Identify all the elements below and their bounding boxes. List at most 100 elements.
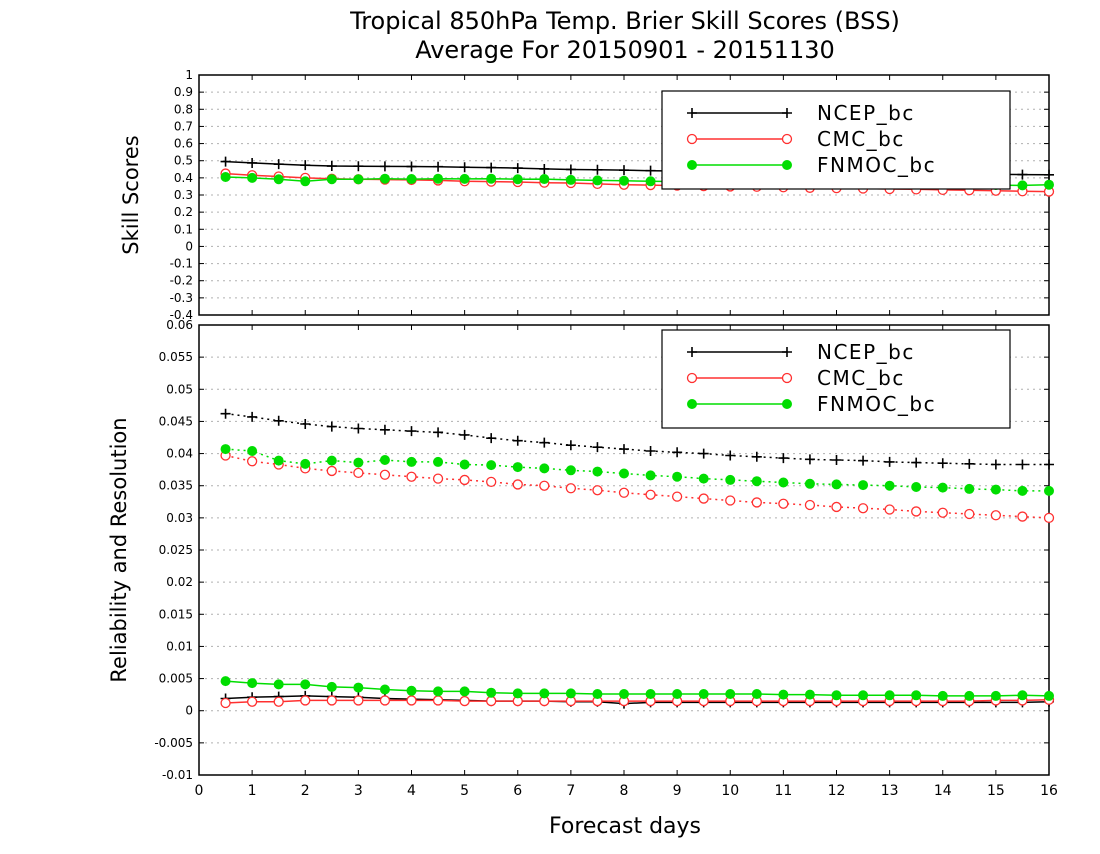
skill-data-point bbox=[220, 156, 231, 167]
skill-legend-marker bbox=[782, 108, 792, 118]
relres-data-point bbox=[539, 463, 550, 474]
relres-data-point bbox=[911, 482, 922, 492]
relres-data-point bbox=[698, 689, 709, 699]
relres-data-point bbox=[459, 429, 470, 440]
relres-series-CMC_bc-solid bbox=[220, 694, 1055, 709]
relres-data-point bbox=[379, 424, 390, 435]
relres-data-point bbox=[858, 690, 869, 701]
skill-data-point bbox=[459, 162, 470, 173]
skill-y-tick-label: 0.4 bbox=[174, 171, 193, 185]
relres-data-point bbox=[512, 479, 523, 490]
relres-data-point bbox=[459, 695, 470, 707]
relres-data-point bbox=[1044, 690, 1054, 701]
relres-data-point bbox=[273, 415, 284, 426]
skill-data-point bbox=[512, 174, 523, 185]
relres-legend-label: CMC_bc bbox=[817, 366, 905, 390]
relres-data-point bbox=[379, 469, 391, 480]
relres-legend-marker bbox=[687, 399, 697, 409]
relres-data-point bbox=[778, 689, 789, 700]
relres-legend-marker bbox=[781, 372, 793, 384]
skill-y-tick-label: 0.7 bbox=[174, 119, 193, 133]
relres-data-point bbox=[353, 682, 364, 693]
relres-data-point bbox=[1017, 459, 1028, 470]
relres-data-point bbox=[432, 695, 444, 706]
relres-data-point bbox=[990, 459, 1001, 470]
skill-data-point bbox=[406, 161, 417, 172]
relres-data-point bbox=[990, 510, 1002, 521]
relres-data-point bbox=[592, 485, 603, 496]
skill-data-point bbox=[247, 157, 258, 168]
relres-data-point bbox=[247, 446, 258, 456]
relres-data-point bbox=[512, 688, 523, 699]
skill-data-point bbox=[486, 162, 497, 173]
relres-data-point bbox=[645, 489, 656, 500]
relres-data-point bbox=[406, 471, 417, 482]
relres-data-point bbox=[300, 458, 311, 469]
relres-data-point bbox=[300, 695, 311, 706]
chart-subtitle: Average For 20150901 - 20151130 bbox=[415, 36, 835, 64]
skill-data-point bbox=[539, 163, 550, 174]
relres-y-tick-label: -0.01 bbox=[162, 768, 193, 782]
relres-data-point bbox=[964, 458, 975, 469]
relres-data-point bbox=[486, 460, 497, 471]
relres-data-point bbox=[990, 484, 1001, 495]
relres-data-point bbox=[831, 455, 842, 465]
relres-data-point bbox=[884, 690, 895, 701]
relres-frame bbox=[198, 324, 1050, 776]
skill-data-point bbox=[592, 175, 603, 186]
relres-legend-marker bbox=[686, 372, 698, 384]
relres-data-point bbox=[1017, 511, 1028, 522]
x-tick-label: 1 bbox=[248, 783, 257, 799]
relres-data-point bbox=[937, 458, 948, 469]
relres-data-point bbox=[300, 419, 311, 429]
relres-data-point bbox=[778, 498, 789, 509]
relres-data-point bbox=[804, 689, 815, 700]
skill-y-axis-label: Skill Scores bbox=[119, 135, 143, 254]
relres-data-point bbox=[565, 688, 576, 699]
relres-data-point bbox=[432, 473, 444, 484]
relres-data-point bbox=[725, 450, 736, 461]
relres-data-point bbox=[220, 408, 231, 419]
relres-data-point bbox=[220, 676, 231, 687]
relres-y-tick-label: 0.045 bbox=[159, 414, 193, 428]
skill-data-point bbox=[1017, 180, 1028, 191]
relres-data-point bbox=[858, 480, 869, 491]
relres-data-point bbox=[804, 478, 815, 489]
relres-y-tick-label: 0.055 bbox=[159, 350, 193, 364]
relres-data-point bbox=[273, 679, 284, 690]
skill-y-tick-label: 0.8 bbox=[174, 102, 193, 116]
x-tick-label: 12 bbox=[828, 783, 846, 799]
skill-data-point bbox=[406, 174, 417, 185]
relres-data-point bbox=[486, 687, 497, 698]
relres-data-point bbox=[565, 440, 576, 451]
skill-legend-marker bbox=[781, 133, 793, 145]
relres-y-tick-label: 0.035 bbox=[159, 479, 193, 493]
relres-data-point bbox=[1043, 512, 1055, 524]
relres-data-point bbox=[406, 456, 417, 467]
skill-data-point bbox=[353, 161, 364, 172]
x-tick-label: 8 bbox=[620, 783, 629, 799]
relres-data-point bbox=[326, 681, 337, 692]
skill-y-tick-label: 0.3 bbox=[174, 188, 193, 202]
skill-data-point bbox=[486, 173, 497, 184]
relres-data-point bbox=[725, 689, 736, 699]
skill-data-point bbox=[433, 161, 444, 172]
relres-legend-label: FNMOC_bc bbox=[817, 392, 936, 416]
relres-data-point bbox=[433, 456, 444, 467]
relres-series-FNMOC_bc-solid bbox=[220, 676, 1054, 701]
relres-data-point bbox=[618, 487, 630, 498]
skill-legend-marker bbox=[782, 160, 792, 170]
skill-y-tick-label: -0.1 bbox=[170, 257, 193, 271]
x-tick-label: 6 bbox=[513, 783, 522, 799]
skill-data-point bbox=[645, 165, 656, 176]
relres-data-point bbox=[539, 437, 550, 448]
relres-data-point bbox=[858, 455, 869, 466]
skill-data-point bbox=[1044, 169, 1054, 180]
skill-data-point bbox=[619, 165, 629, 176]
relres-data-point bbox=[565, 465, 576, 476]
skill-data-point bbox=[379, 173, 390, 184]
skill-data-point bbox=[539, 174, 550, 185]
skill-data-point bbox=[645, 176, 656, 187]
relres-data-point bbox=[433, 686, 444, 697]
